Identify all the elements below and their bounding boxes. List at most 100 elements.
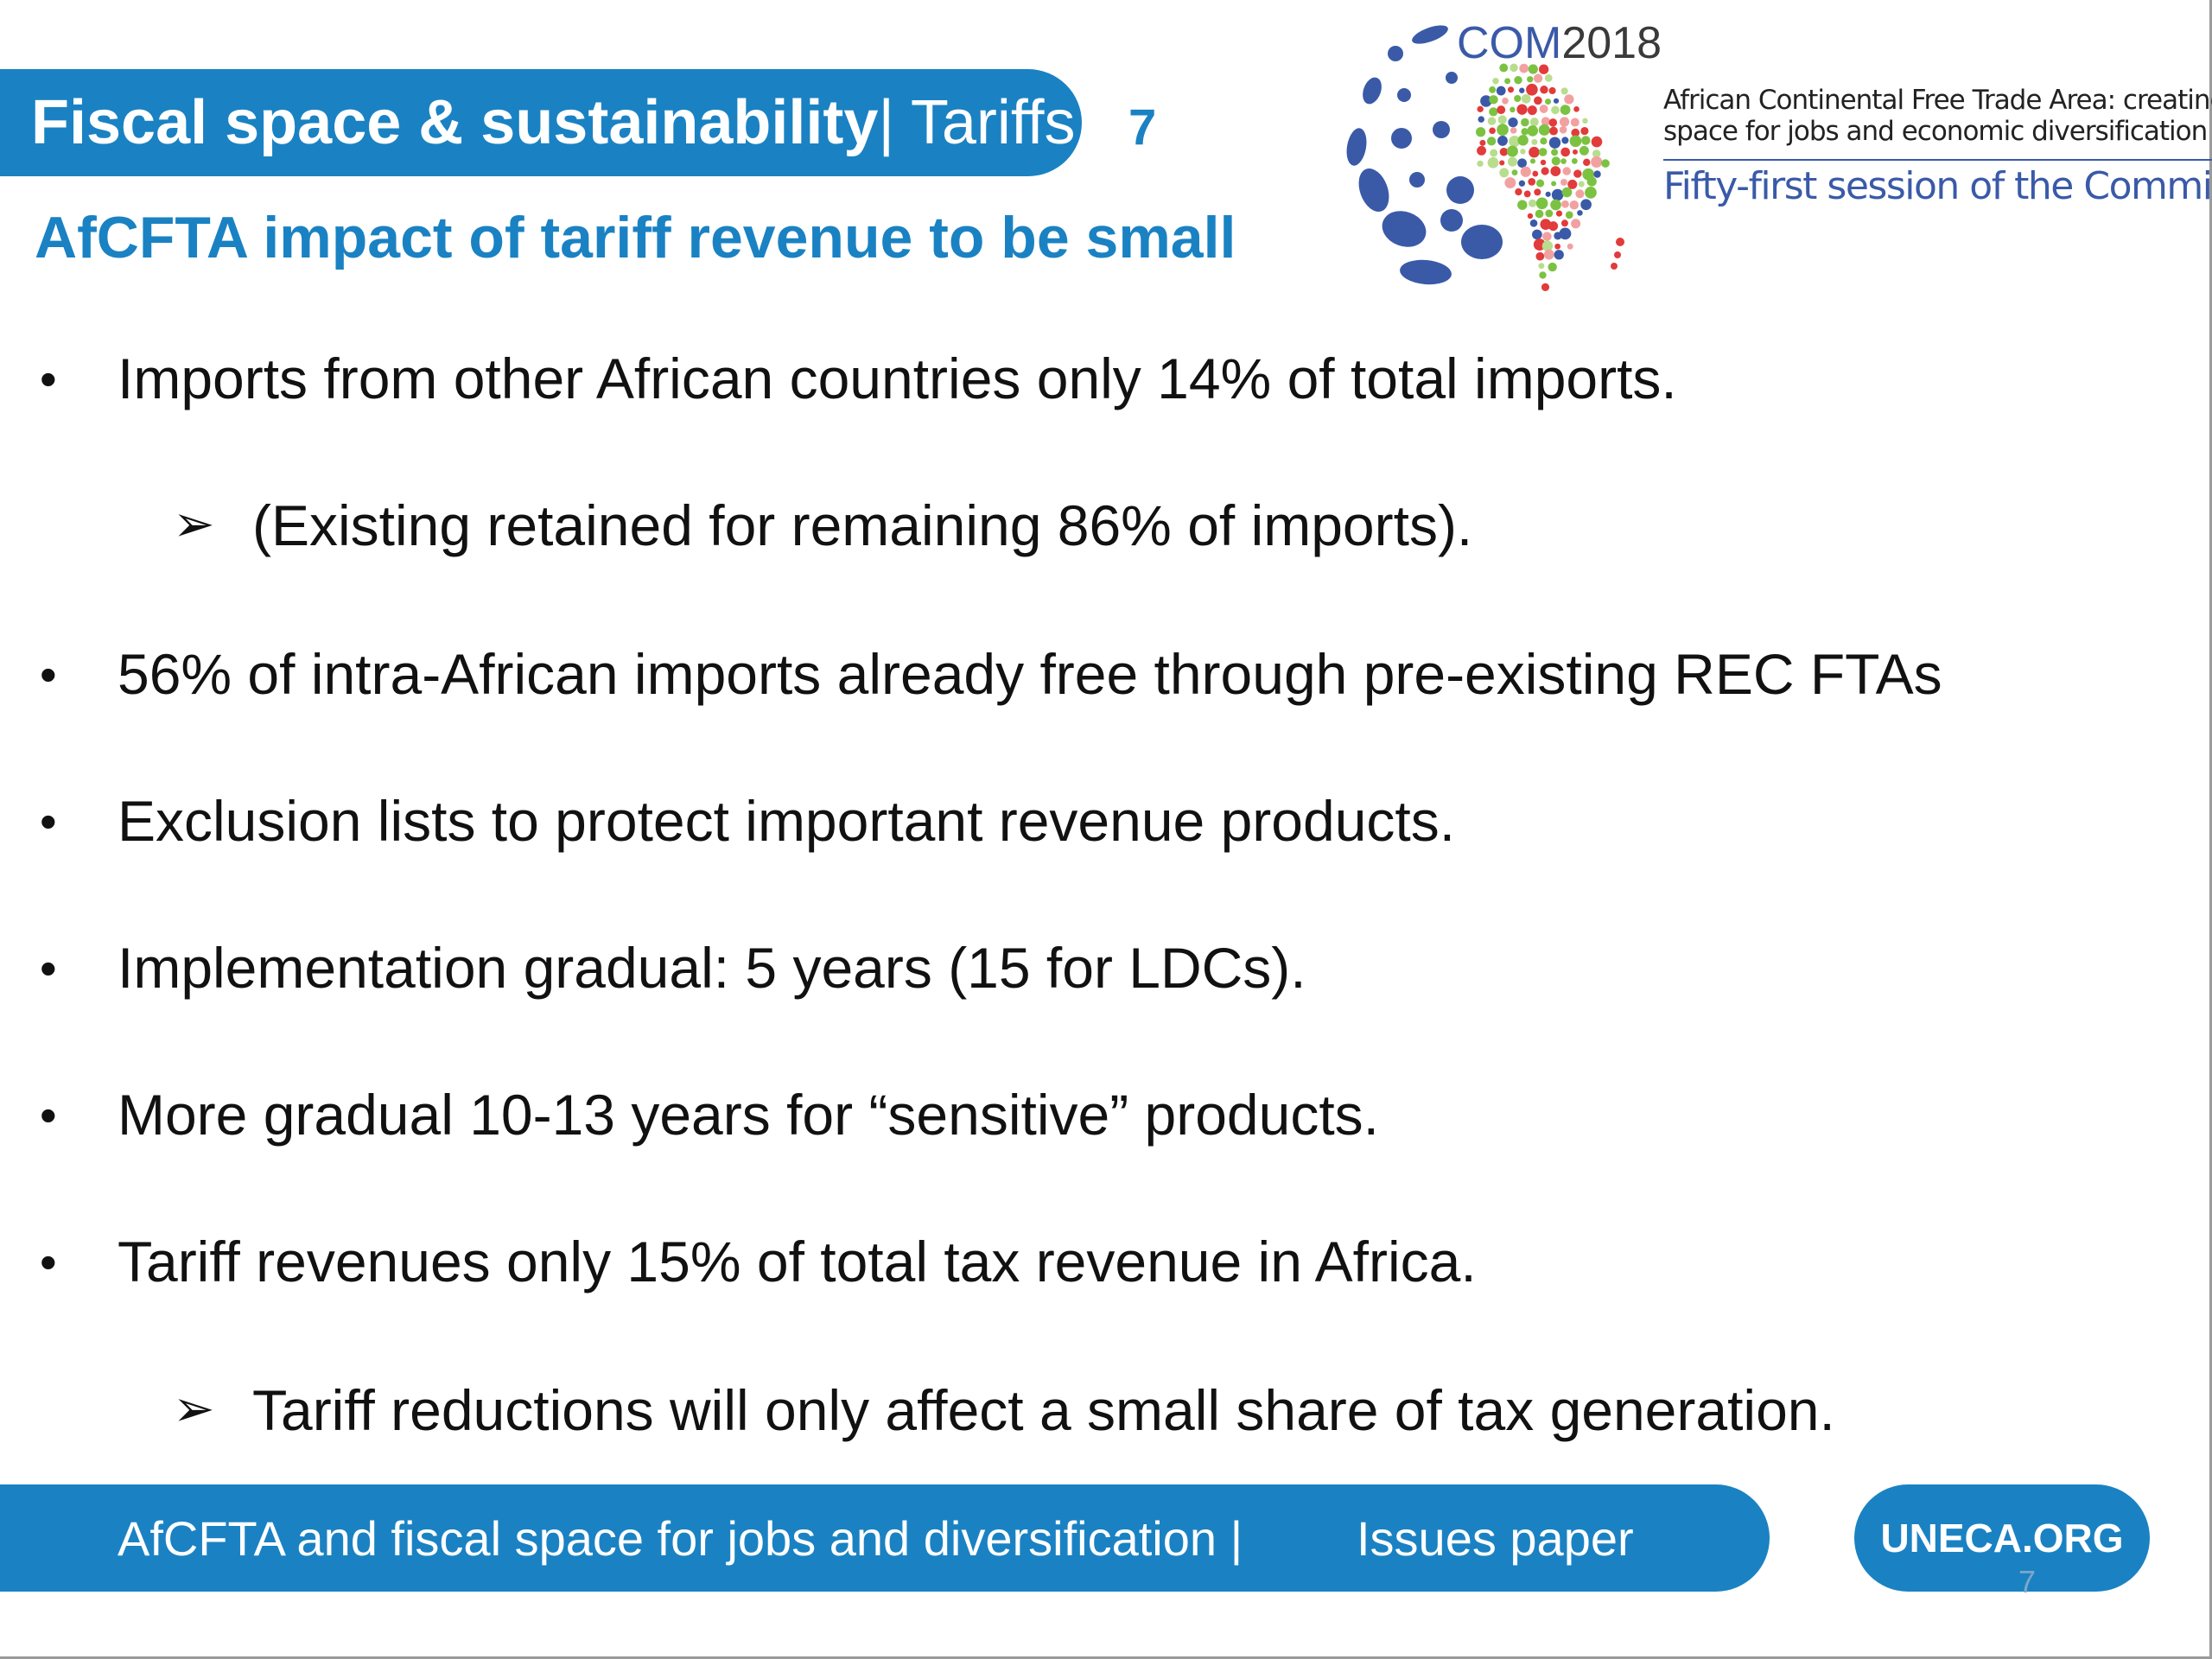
bullet-marker: • — [40, 1235, 57, 1289]
logo-dot — [1529, 146, 1540, 158]
logo-dot — [1564, 94, 1574, 105]
logo-dot — [1580, 199, 1592, 211]
logo-dot — [1559, 125, 1567, 134]
logo-dot — [1560, 158, 1567, 164]
logo-tagline-1: African Continental Free Trade Area: cre… — [1663, 85, 2212, 116]
logo-dot — [1519, 63, 1529, 73]
logo-dot — [1545, 99, 1552, 105]
bullet-text: More gradual 10-13 years for “sensitive”… — [118, 1083, 1379, 1147]
logo-dot — [1550, 199, 1561, 211]
logo-dot — [1565, 211, 1573, 219]
footer-banner: AfCFTA and fiscal space for jobs and div… — [0, 1484, 1770, 1592]
logo-dot — [1548, 262, 1557, 272]
logo-dot — [1358, 168, 1389, 213]
bullet-item: • More gradual 10-13 years for “sensitiv… — [40, 1082, 1379, 1147]
logo-dot — [1591, 136, 1603, 148]
sub-bullet-item: ➢ (Existing retained for remaining 86% o… — [173, 493, 1472, 558]
logo-dot — [1480, 95, 1492, 107]
bullet-text: Exclusion lists to protect important rev… — [118, 789, 1456, 853]
logo-dot — [1510, 63, 1518, 73]
logo-dot — [1560, 219, 1568, 227]
logo-dot — [1534, 188, 1541, 196]
logo-dot — [1541, 283, 1550, 291]
logo-dot — [1499, 147, 1509, 156]
logo-dot — [1571, 128, 1580, 137]
logo-dot — [1553, 98, 1560, 104]
logo-dot — [1593, 170, 1601, 178]
logo-dot — [1539, 271, 1547, 279]
bullet-item: • Implementation gradual: 5 years (15 fo… — [40, 935, 1306, 1001]
logo-dot — [1520, 166, 1531, 177]
logo-dot — [1489, 86, 1497, 93]
logo-dot — [1499, 168, 1510, 178]
logo-dot — [1477, 160, 1484, 168]
bullet-marker: • — [40, 352, 57, 406]
com2018-logo: COM2018 African Continental Free Trade A… — [1322, 9, 2212, 302]
logo-dot — [1528, 177, 1536, 186]
logo-dot — [1544, 73, 1553, 82]
logo-dot — [1540, 137, 1548, 145]
logo-dot — [1412, 25, 1448, 44]
logo-dot — [1517, 200, 1528, 210]
logo-dot — [1529, 219, 1538, 227]
sub-bullet-item: ➢ Tariff reductions will only affect a s… — [173, 1377, 1835, 1443]
logo-dot — [1548, 118, 1558, 127]
logo-dot — [1573, 169, 1582, 178]
footer-page-number: 7 — [2018, 1564, 2037, 1599]
logo-dot — [1489, 95, 1498, 105]
logo-dot — [1569, 200, 1580, 210]
logo-dot — [1523, 190, 1531, 198]
logo-dot — [1571, 219, 1581, 229]
logo-dot — [1554, 250, 1564, 260]
logo-dot — [1561, 200, 1569, 208]
logo-dot — [1497, 115, 1507, 124]
logo-dot — [1551, 156, 1560, 166]
logo-dot — [1477, 145, 1486, 156]
uneca-link[interactable]: UNECA.ORG — [1854, 1484, 2150, 1592]
logo-dot — [1535, 209, 1544, 219]
logo-dot — [1551, 105, 1560, 115]
bullet-item: • 56% of intra-African imports already f… — [40, 641, 1942, 707]
logo-dot — [1586, 176, 1597, 187]
footer-doc-type: Issues paper — [1357, 1511, 1634, 1566]
logo-dot — [1601, 159, 1610, 168]
logo-dot — [1526, 83, 1538, 96]
logo-dot — [1509, 135, 1521, 148]
logo-dot — [1517, 135, 1529, 146]
logo-dot — [1541, 240, 1554, 251]
logo-dot — [1554, 243, 1561, 250]
logo-dot — [1560, 147, 1570, 157]
slide-number: 7 — [1128, 99, 1157, 156]
logo-dot — [1548, 137, 1561, 149]
logo-dot — [1572, 149, 1578, 155]
logo-dot — [1529, 118, 1539, 127]
logo-dot — [1492, 78, 1499, 85]
logo-dot — [1409, 172, 1425, 188]
logo-dot — [1516, 104, 1528, 115]
logo-dot — [1478, 116, 1484, 123]
logo-dot — [1578, 181, 1585, 188]
logo-dot — [1560, 87, 1568, 95]
logo-dot — [1551, 149, 1559, 156]
logo-dot — [1510, 127, 1517, 134]
logo-dot — [1397, 88, 1411, 102]
arrow-bullet-icon: ➢ — [173, 496, 215, 552]
bullet-text: Imports from other African countries onl… — [118, 346, 1677, 410]
logo-dot — [1527, 105, 1537, 116]
logo-dot — [1527, 213, 1534, 219]
bullet-item: • Tariff revenues only 15% of total tax … — [40, 1229, 1477, 1294]
logo-dot — [1560, 105, 1571, 115]
logo-dot — [1511, 169, 1518, 176]
logo-dot — [1560, 178, 1567, 186]
logo-dot — [1538, 263, 1545, 270]
logo-dot — [1517, 158, 1527, 168]
logo-dot — [1569, 135, 1582, 148]
logo-dot — [1538, 148, 1548, 156]
logo-dot — [1499, 63, 1509, 73]
logo-dot — [1543, 249, 1554, 260]
logo-dot — [1592, 149, 1601, 158]
logo-dot — [1540, 159, 1547, 166]
logo-dot — [1550, 166, 1561, 177]
logo-dot — [1559, 227, 1572, 240]
logo-dot — [1535, 251, 1545, 261]
